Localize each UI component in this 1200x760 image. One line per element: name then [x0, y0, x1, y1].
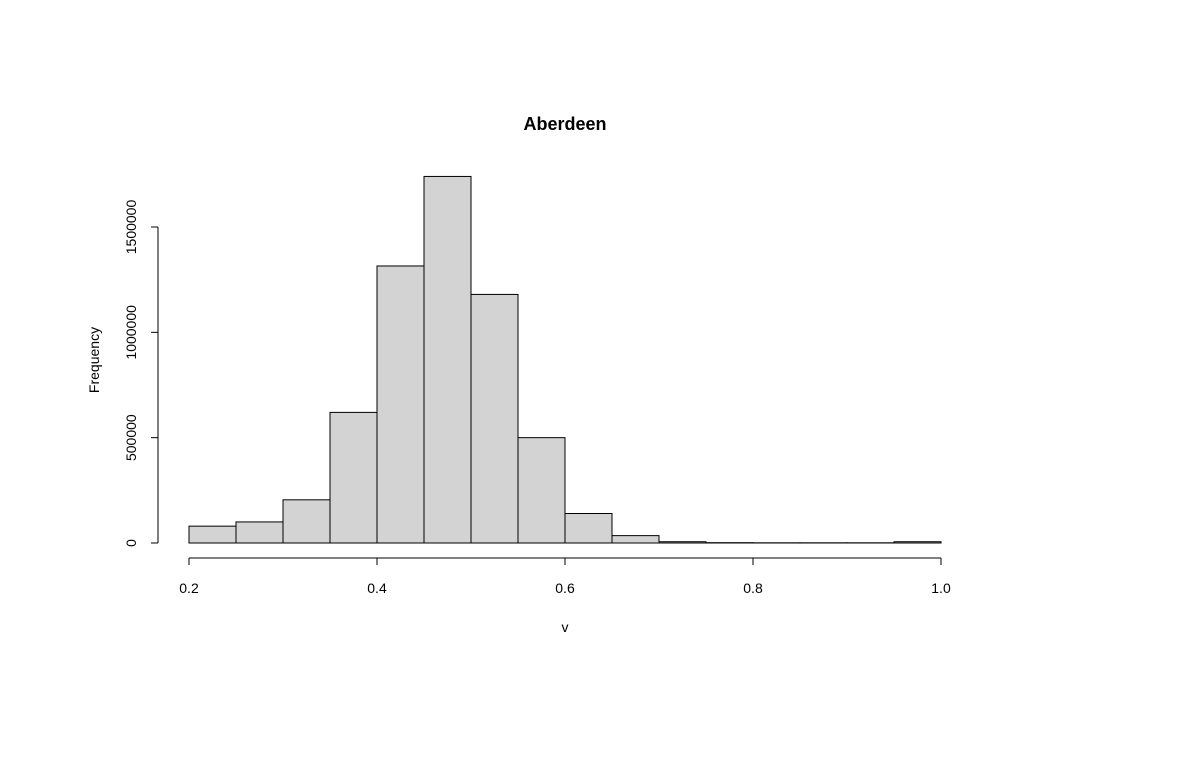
histogram-bar-1	[235, 521, 284, 544]
histogram-bar-7	[517, 437, 566, 544]
y-tick-label-0: 0	[123, 539, 139, 547]
chart-title: Aberdeen	[523, 114, 606, 134]
y-axis: 0 500000 1000000 1500000	[123, 200, 159, 547]
x-tick-label-1: 0.4	[367, 580, 387, 596]
x-tick-label-3: 0.8	[743, 580, 763, 596]
histogram-bars	[188, 175, 942, 544]
y-tick-label-3: 1500000	[123, 200, 139, 255]
y-tick-label-2: 1000000	[123, 305, 139, 360]
histogram-bar-4	[376, 265, 425, 544]
x-axis: 0.2 0.4 0.6 0.8 1.0	[179, 557, 951, 596]
histogram-bar-0	[188, 525, 237, 544]
histogram-bar-15	[893, 541, 942, 544]
histogram-bar-10	[658, 541, 707, 544]
x-tick-label-0: 0.2	[179, 580, 199, 596]
y-tick-label-1: 500000	[123, 414, 139, 461]
x-tick-label-2: 0.6	[555, 580, 575, 596]
histogram-bar-3	[329, 411, 378, 544]
histogram-bar-6	[470, 293, 519, 544]
x-axis-label: v	[562, 619, 569, 635]
histogram-bar-9	[611, 535, 660, 544]
y-axis-label: Frequency	[86, 327, 102, 393]
histogram-bar-2	[282, 499, 331, 544]
histogram-bar-5	[423, 175, 472, 544]
histogram-bar-8	[564, 513, 613, 544]
x-tick-label-4: 1.0	[931, 580, 951, 596]
